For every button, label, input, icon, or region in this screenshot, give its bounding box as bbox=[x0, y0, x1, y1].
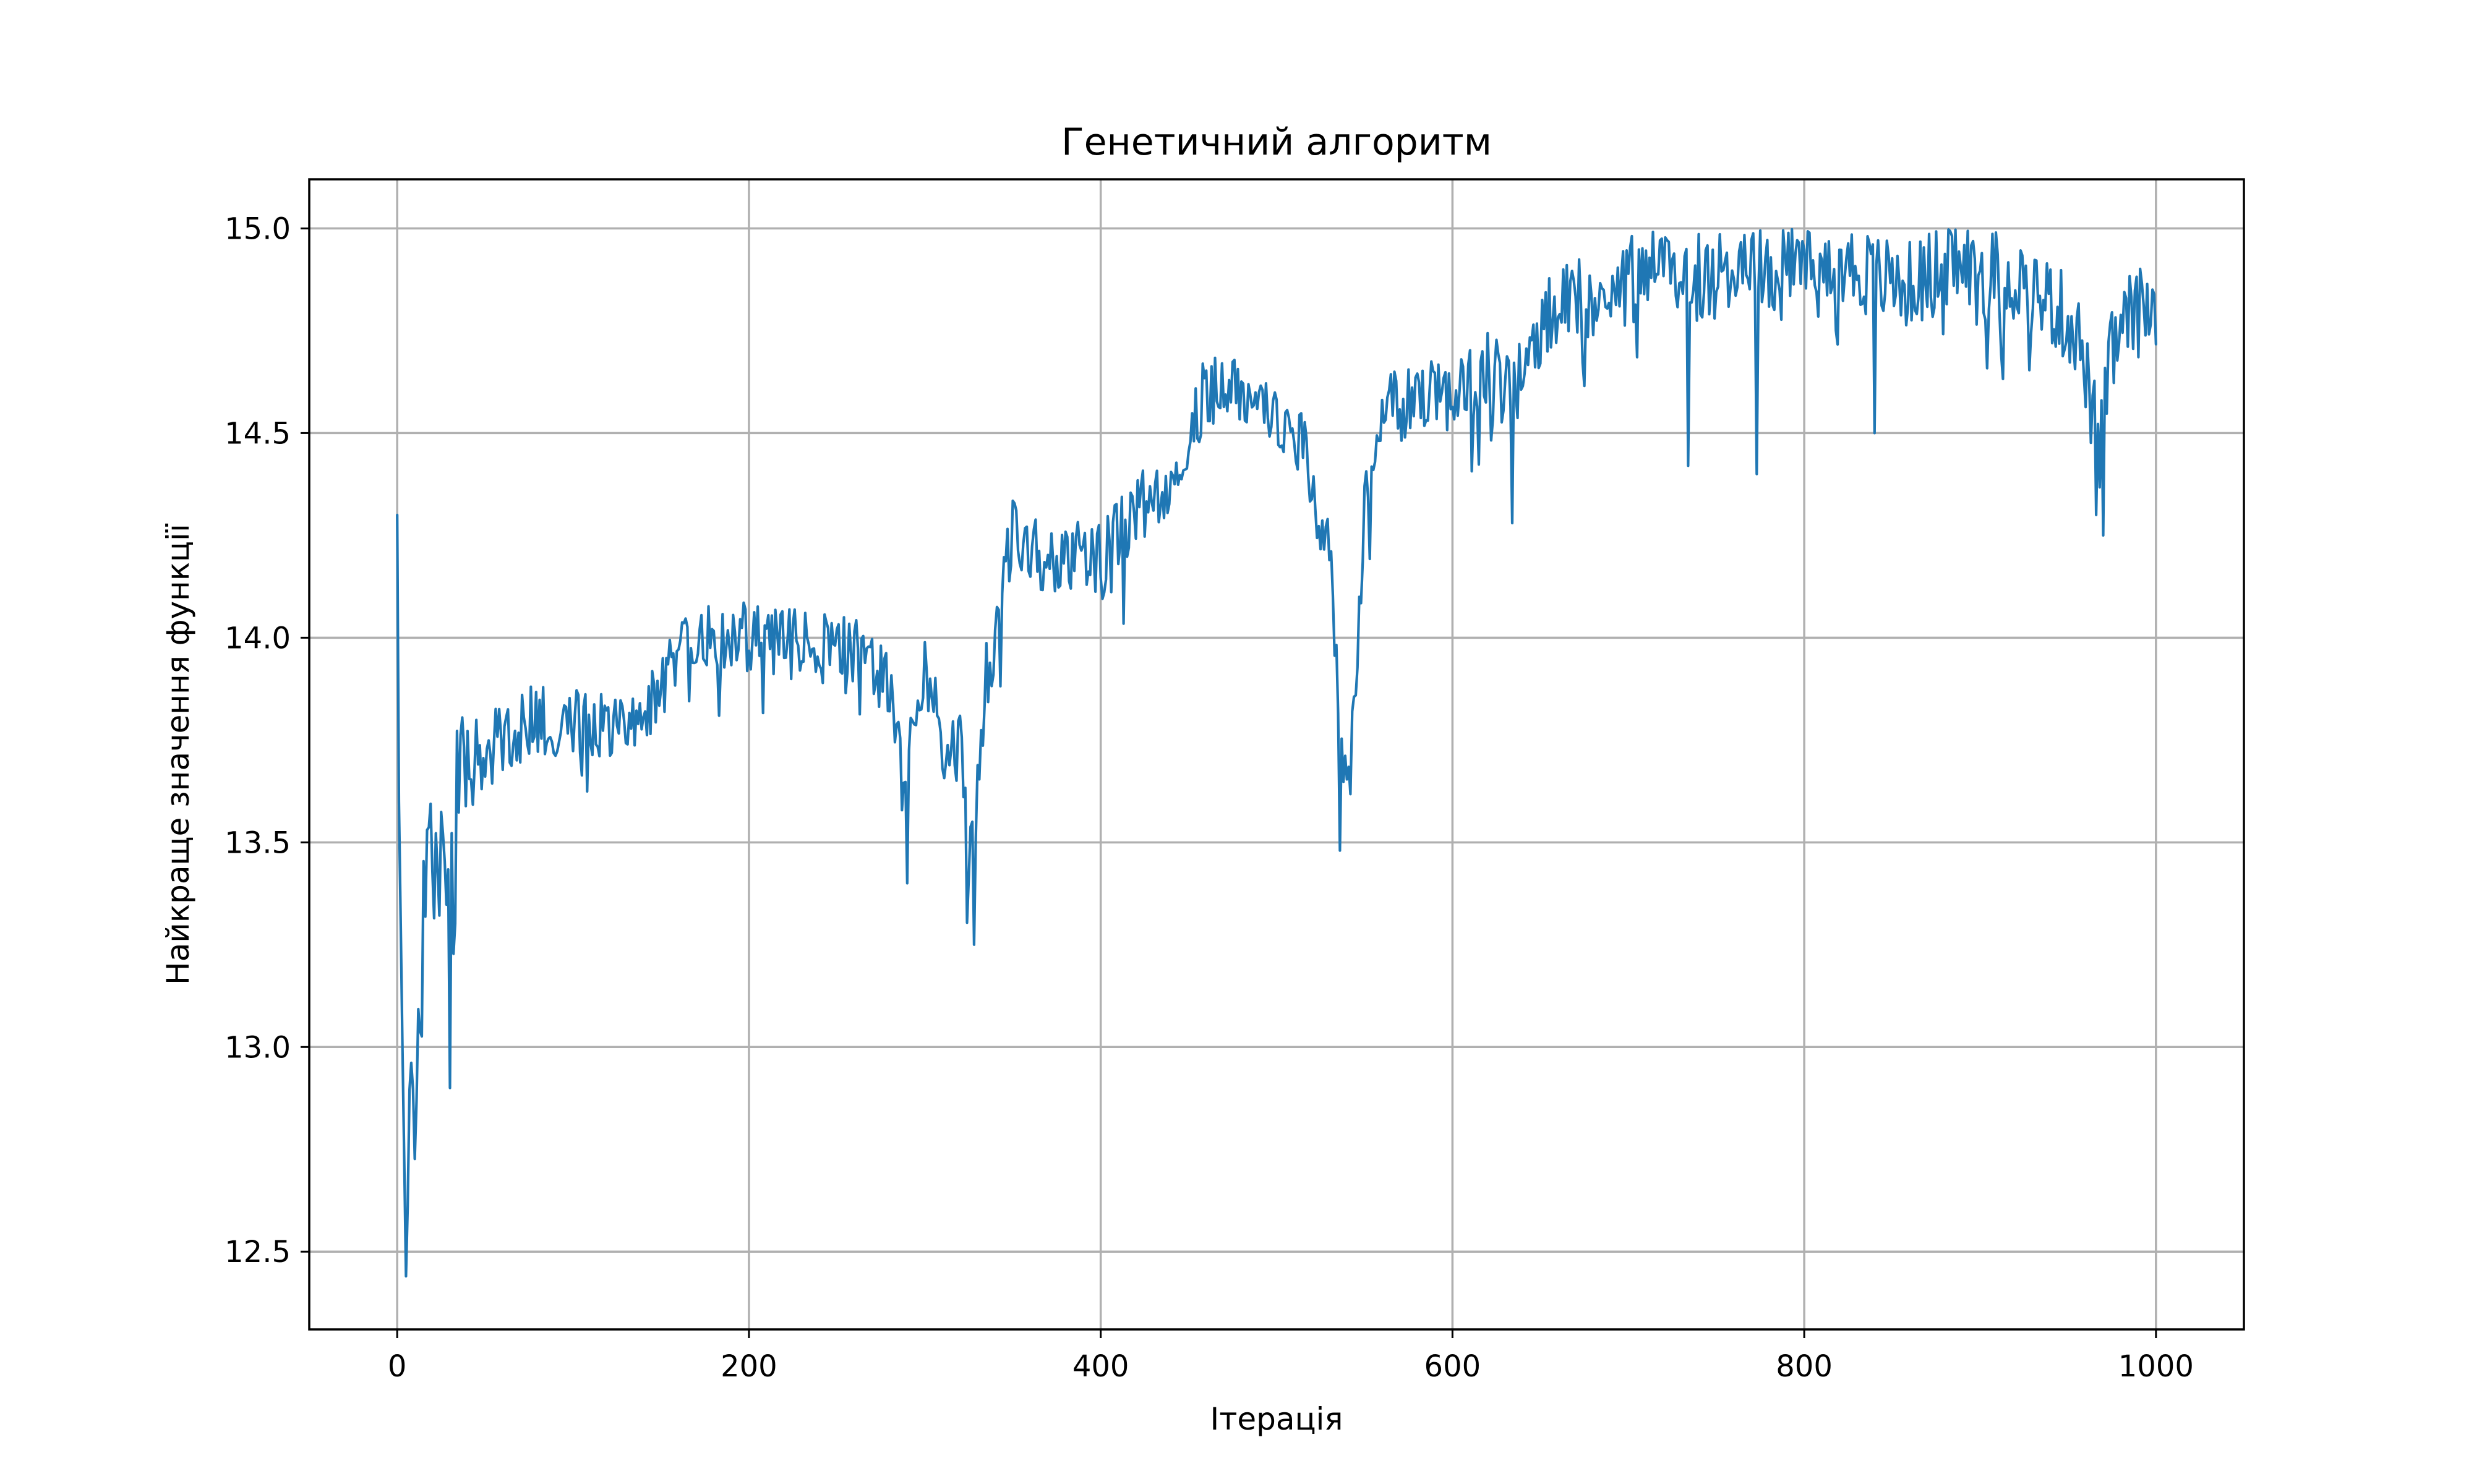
y-tick-label: 13.0 bbox=[225, 1030, 291, 1065]
x-tick-label: 800 bbox=[1776, 1349, 1833, 1384]
x-tick-label: 0 bbox=[388, 1349, 407, 1384]
chart-title: Генетичний алгоритм bbox=[1061, 121, 1492, 164]
x-tick-label: 200 bbox=[721, 1349, 777, 1384]
series-line bbox=[396, 228, 2157, 1278]
grid bbox=[309, 179, 2244, 1329]
series-layer bbox=[396, 228, 2157, 1278]
y-tick-label: 12.5 bbox=[225, 1235, 291, 1269]
x-axis-label: Ітерація bbox=[1210, 1401, 1343, 1437]
y-axis: 12.5 13.0 13.5 14.0 14.5 15.0 bbox=[225, 211, 309, 1269]
x-tick-label: 1000 bbox=[2118, 1349, 2194, 1384]
y-tick-label: 14.5 bbox=[225, 416, 291, 451]
y-tick-label: 14.0 bbox=[225, 621, 291, 655]
x-tick-label: 400 bbox=[1072, 1349, 1129, 1384]
plot-frame bbox=[308, 178, 2245, 1331]
x-tick-label: 600 bbox=[1424, 1349, 1481, 1384]
y-axis-label: Найкраще значення функції bbox=[160, 523, 196, 985]
y-tick-label: 15.0 bbox=[225, 211, 291, 246]
x-axis: 0 200 400 600 800 1000 bbox=[388, 1329, 2194, 1384]
y-tick-label: 13.5 bbox=[225, 825, 291, 860]
